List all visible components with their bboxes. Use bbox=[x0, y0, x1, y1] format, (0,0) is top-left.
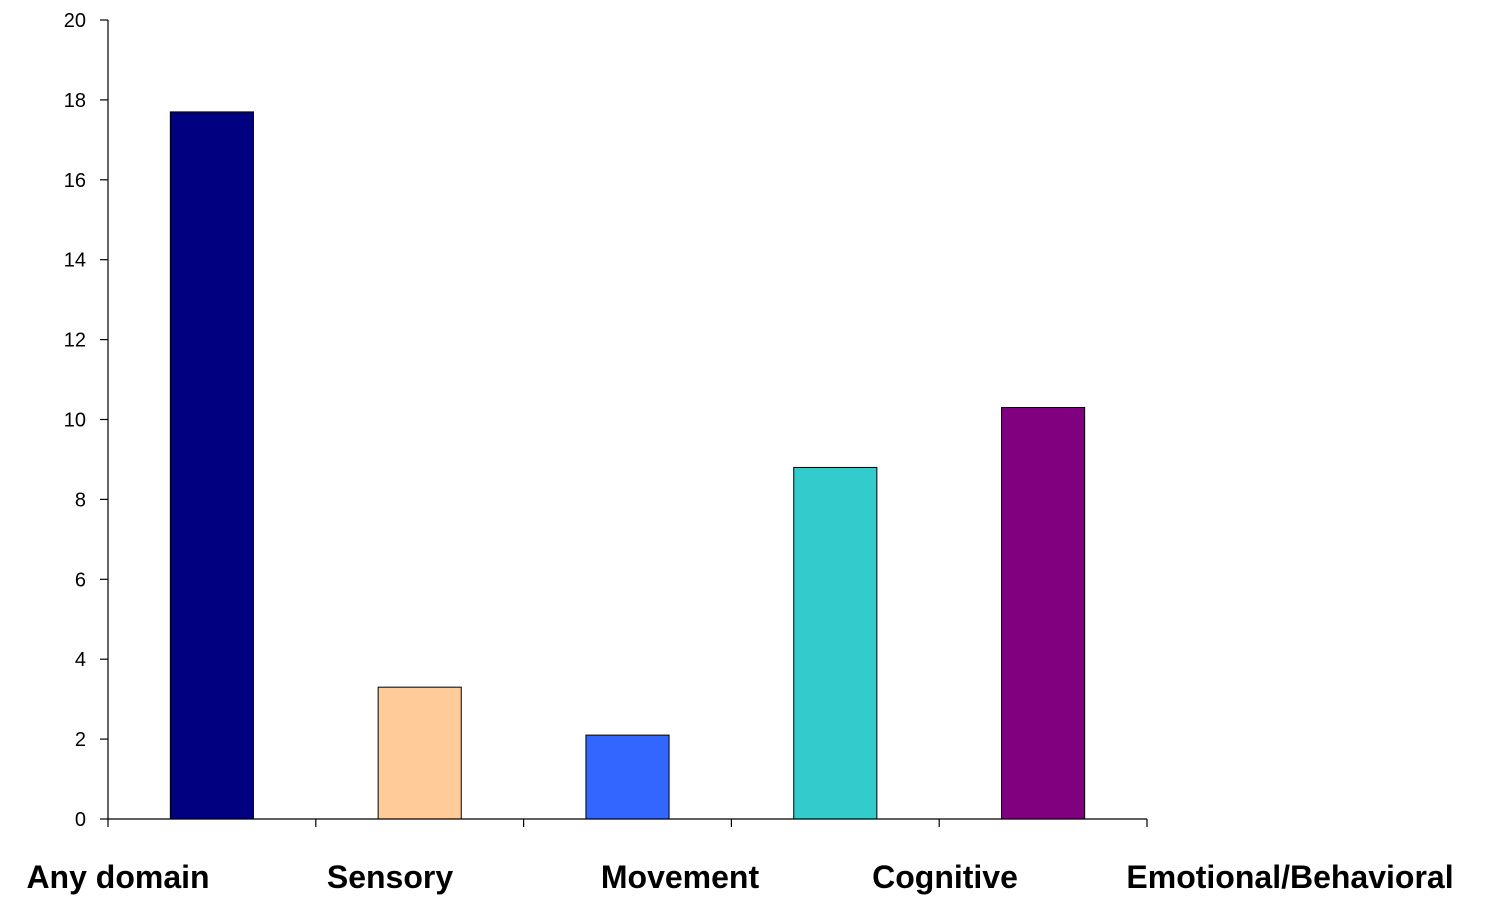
x-category-label: Emotional/Behavioral bbox=[1126, 859, 1453, 895]
bar-movement bbox=[585, 734, 670, 820]
y-tick-label: 16 bbox=[64, 170, 86, 192]
bars-group bbox=[169, 111, 1086, 820]
y-tick-label: 2 bbox=[75, 729, 86, 751]
bar-any-domain bbox=[169, 111, 254, 820]
y-axis-ticks: 0 2 4 6 8 10 12 14 16 18 20 bbox=[64, 10, 108, 831]
y-tick-label: 8 bbox=[75, 489, 86, 511]
y-tick-label: 20 bbox=[64, 10, 86, 32]
x-category-label: Sensory bbox=[327, 859, 453, 895]
y-tick-label: 12 bbox=[64, 330, 86, 352]
x-axis-category-labels: Any domain Sensory Movement Cognitive Emotio… bbox=[26, 859, 1453, 895]
x-axis-ticks bbox=[107, 819, 1148, 827]
x-category-label: Movement bbox=[601, 859, 760, 895]
y-tick-label: 4 bbox=[75, 649, 86, 671]
y-tick-label: 0 bbox=[75, 809, 86, 831]
bar-emotional-behavioral bbox=[1001, 407, 1086, 820]
bar-cognitive bbox=[793, 466, 878, 820]
y-tick-label: 18 bbox=[64, 90, 86, 112]
x-category-label: Cognitive bbox=[872, 859, 1018, 895]
y-tick-label: 6 bbox=[75, 569, 86, 591]
y-tick-label: 10 bbox=[64, 410, 86, 432]
x-category-label: Any domain bbox=[26, 859, 209, 895]
axes-group bbox=[107, 20, 1147, 820]
bar-sensory bbox=[377, 686, 462, 820]
y-tick-label: 14 bbox=[64, 250, 86, 272]
